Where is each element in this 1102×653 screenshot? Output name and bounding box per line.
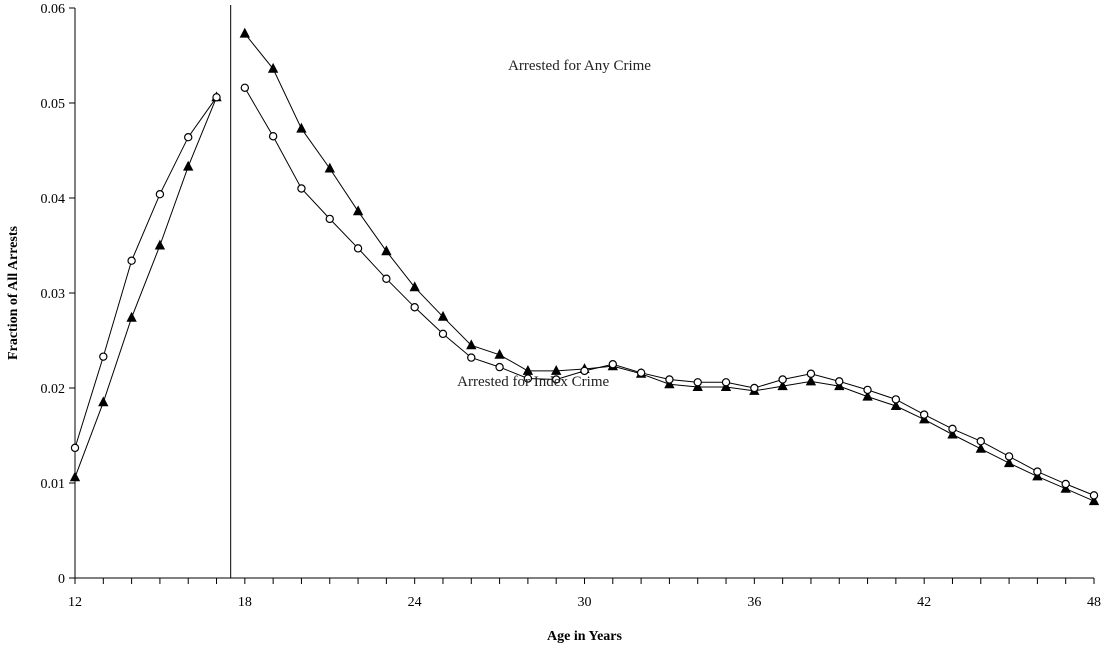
- x-axis-ticks: 12 18 24 30 36 42 48: [68, 578, 1101, 610]
- x-tick-label: 42: [917, 595, 931, 610]
- circle-marker: [863, 385, 872, 395]
- circle-marker: [155, 189, 165, 199]
- series-line: [74, 97, 217, 478]
- circle-marker: [750, 383, 759, 393]
- x-tick-label: 24: [408, 595, 422, 610]
- circle-marker: [353, 244, 363, 253]
- circle-marker: [268, 132, 278, 141]
- triangle-marker: [352, 205, 364, 216]
- y-tick-label: 0.03: [41, 287, 66, 302]
- x-tick-label: 30: [578, 595, 592, 610]
- circle-marker: [665, 375, 674, 384]
- series-annotation: Arrested for Index Crime: [457, 374, 609, 390]
- triangle-marker: [551, 365, 562, 375]
- series-line: [244, 87, 1095, 496]
- x-tick-label: 36: [747, 595, 761, 610]
- circle-marker: [806, 369, 816, 378]
- circle-marker: [184, 132, 193, 142]
- circle-marker: [551, 375, 561, 384]
- y-tick-label: 0.04: [41, 192, 66, 207]
- series-line: [244, 33, 1095, 502]
- circle-marker: [721, 378, 731, 387]
- triangle-marker: [381, 245, 392, 256]
- triangle-marker: [126, 311, 137, 322]
- triangle-marker: [777, 380, 788, 391]
- y-tick-label: 0.06: [41, 2, 66, 17]
- y-tick-label: 0: [58, 572, 65, 587]
- triangle-marker: [890, 400, 902, 411]
- annotations: Arrested for Any Crime Arrested for Index…: [457, 58, 651, 390]
- circle-marker: [778, 375, 787, 384]
- triangle-marker: [437, 310, 449, 321]
- series-line: [74, 97, 217, 449]
- circle-marker: [976, 437, 985, 446]
- circle-marker: [693, 378, 702, 387]
- circle-marker: [1033, 467, 1042, 476]
- triangle-marker: [239, 27, 250, 38]
- triangle-marker: [1003, 457, 1015, 468]
- y-tick-label: 0.02: [41, 382, 66, 397]
- circle-marker: [410, 303, 419, 312]
- circle-marker: [127, 256, 136, 265]
- circle-marker: [1089, 491, 1099, 500]
- circle-marker: [212, 93, 221, 102]
- triangle-marker: [324, 162, 335, 173]
- triangle-marker: [69, 471, 81, 482]
- y-axis-title: Fraction of All Arrests: [6, 226, 21, 360]
- circle-marker: [523, 374, 533, 383]
- triangle-marker: [98, 396, 109, 407]
- triangle-marker: [296, 122, 307, 133]
- circle-marker: [297, 184, 306, 193]
- circle-marker: [580, 366, 589, 376]
- series-layer: [69, 27, 1100, 506]
- triangle-marker: [1088, 495, 1100, 506]
- x-tick-label: 18: [238, 595, 252, 610]
- series-1: [69, 27, 1100, 506]
- triangle-marker: [466, 339, 477, 350]
- circle-marker: [636, 368, 646, 377]
- circle-marker: [240, 83, 250, 93]
- y-tick-label: 0.05: [41, 97, 66, 112]
- circle-marker: [948, 424, 957, 434]
- x-tick-label: 48: [1087, 595, 1101, 610]
- series-2: [70, 83, 1099, 500]
- series-annotation: Arrested for Any Crime: [508, 58, 651, 74]
- circle-marker: [608, 360, 618, 369]
- y-tick-label: 0.01: [41, 477, 66, 492]
- circle-marker: [99, 352, 108, 361]
- x-axis-title: Age in Years: [547, 629, 622, 644]
- circle-marker: [1004, 452, 1014, 461]
- x-tick-label: 12: [68, 595, 82, 610]
- circle-marker: [919, 410, 929, 419]
- y-axis-ticks: 0 0.01 0.02 0.03 0.04 0.05 0.06: [41, 2, 75, 587]
- triangle-marker: [494, 348, 505, 359]
- triangle-marker: [183, 160, 194, 171]
- triangle-marker: [805, 375, 817, 386]
- axes: [74, 5, 1094, 579]
- circle-marker: [70, 443, 80, 453]
- circle-marker: [382, 274, 391, 283]
- circle-marker: [325, 214, 334, 224]
- circle-marker: [1061, 479, 1070, 489]
- triangle-marker: [947, 428, 958, 439]
- triangle-marker: [975, 442, 986, 453]
- circle-marker: [495, 362, 504, 372]
- triangle-marker: [154, 239, 166, 250]
- circle-marker: [467, 353, 476, 362]
- triangle-marker: [267, 62, 279, 73]
- triangle-marker: [862, 390, 873, 401]
- circle-marker: [438, 329, 448, 339]
- circle-marker: [891, 395, 901, 404]
- circle-marker: [835, 377, 844, 386]
- triangle-marker: [409, 281, 420, 292]
